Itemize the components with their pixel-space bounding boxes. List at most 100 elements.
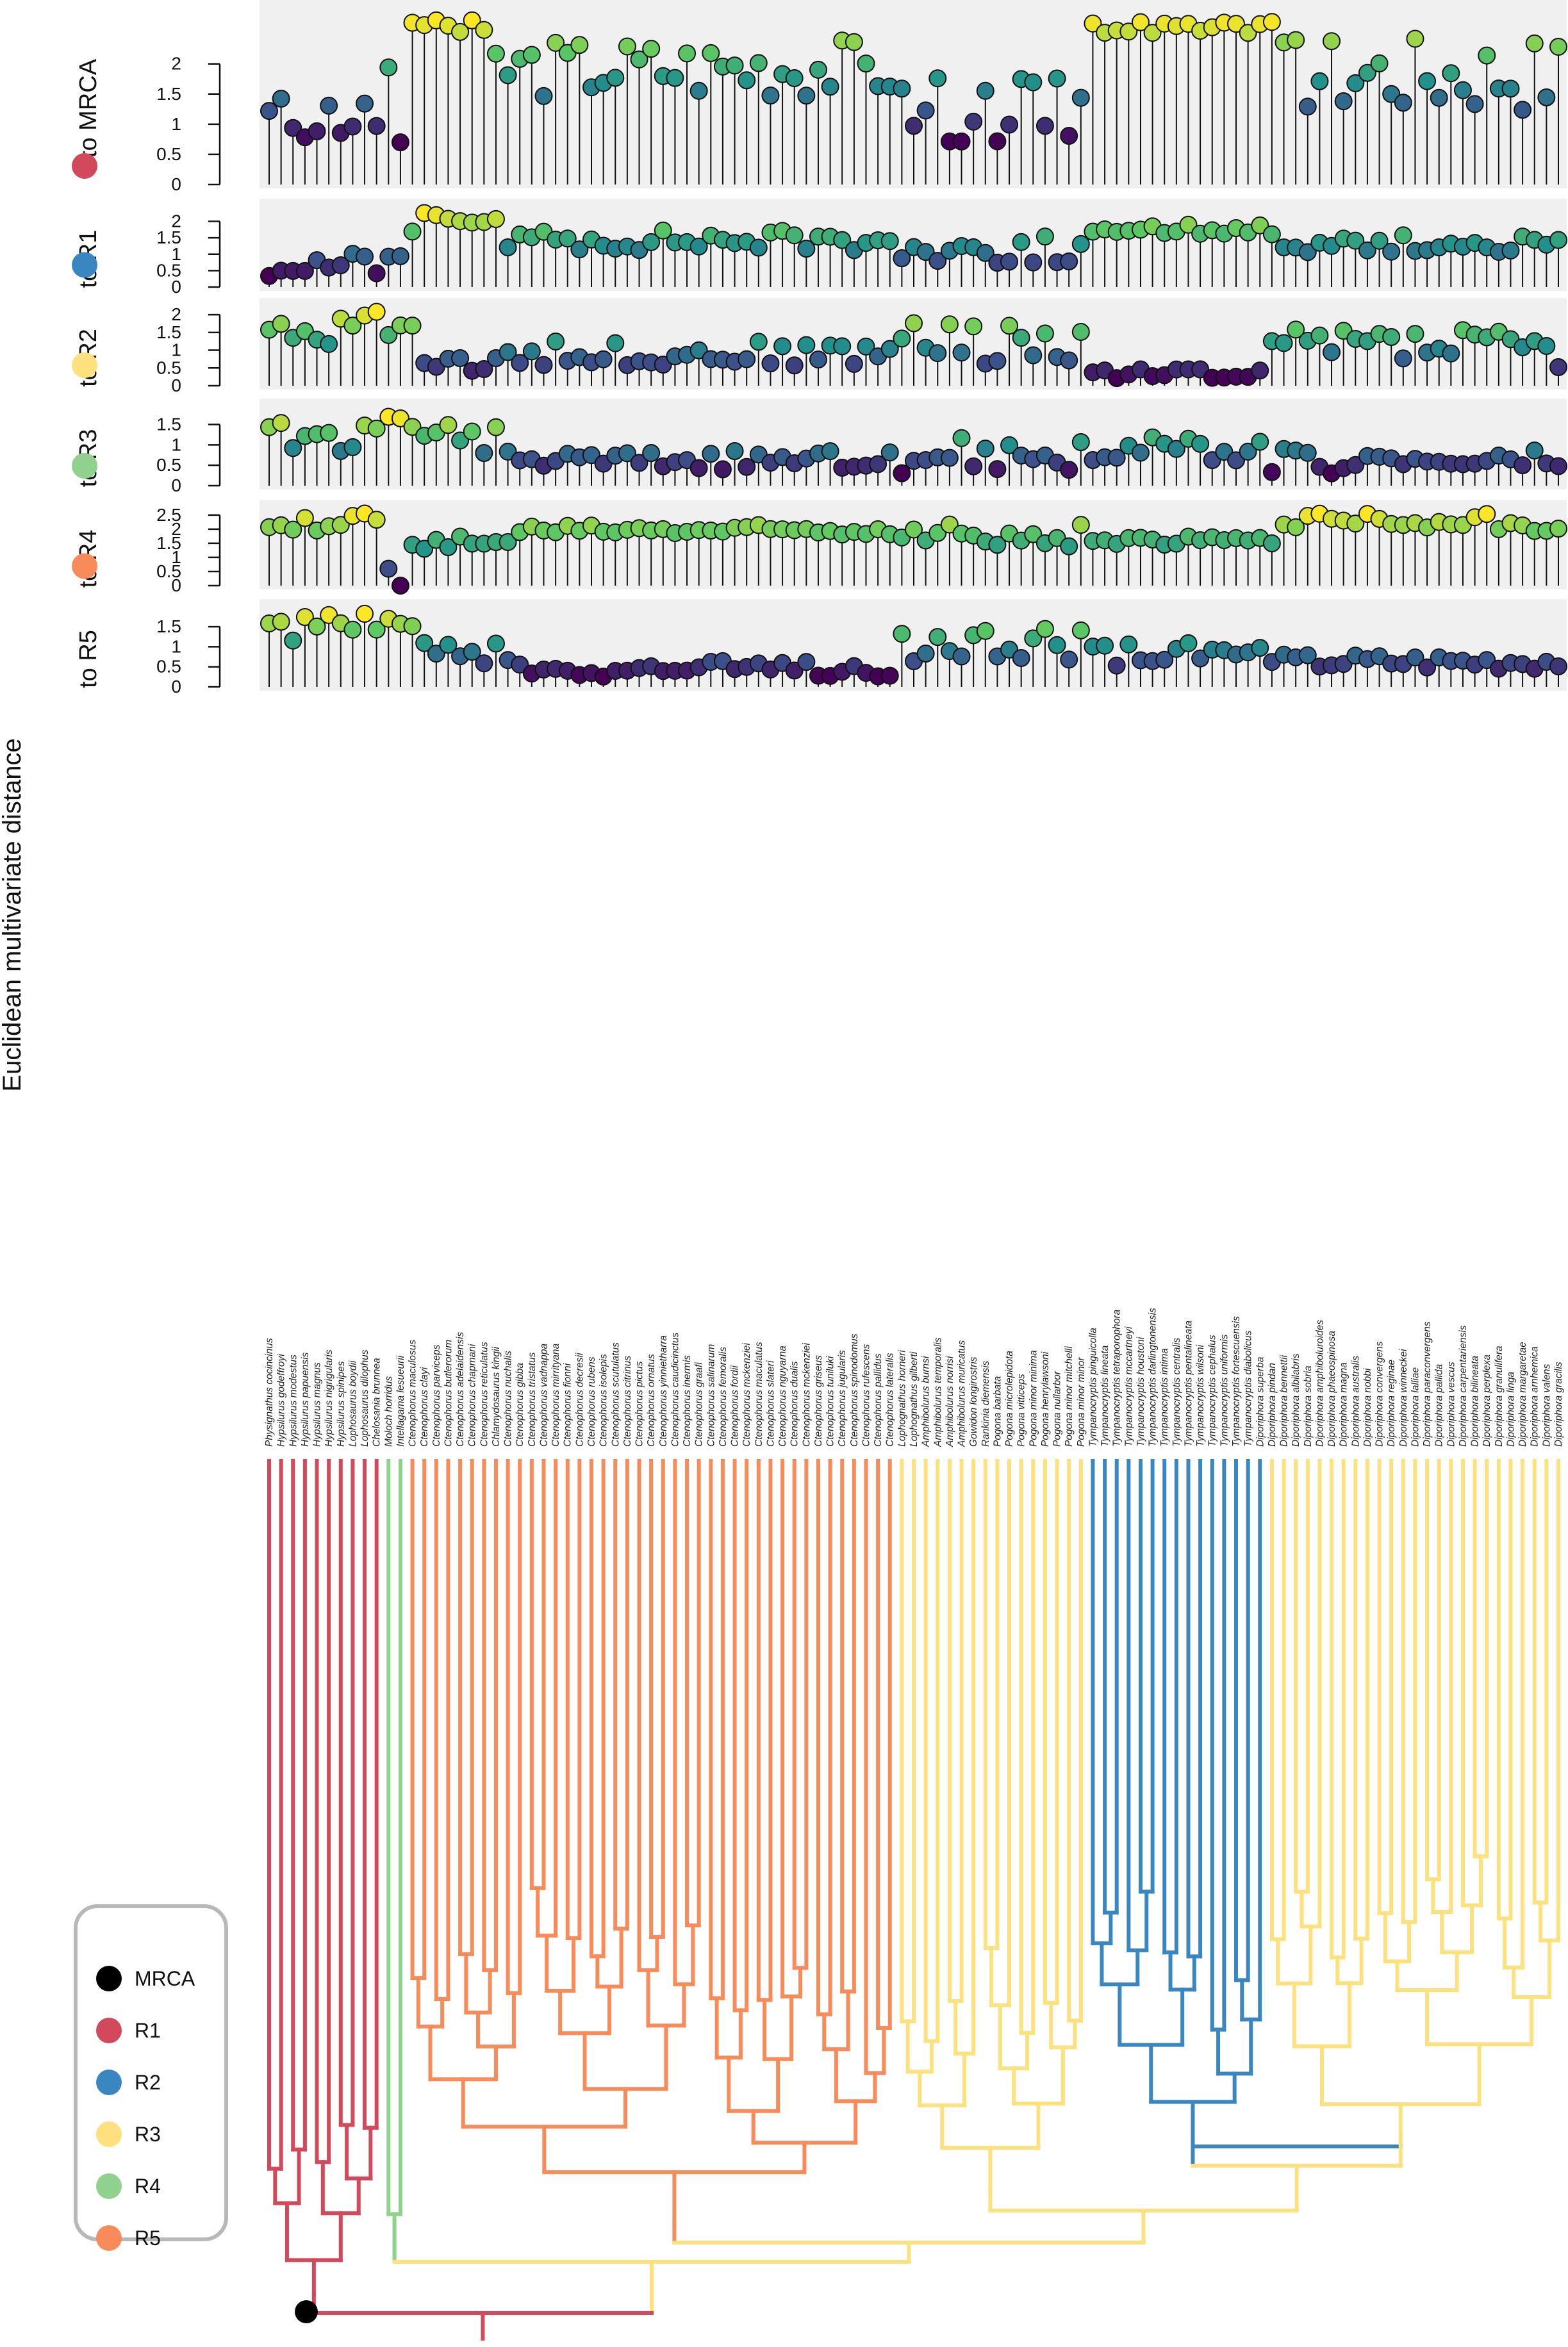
lollipop-point bbox=[618, 37, 636, 56]
lollipop-point bbox=[1179, 634, 1198, 652]
lollipop-point bbox=[367, 419, 386, 438]
lollipop-point bbox=[499, 238, 517, 257]
lollipop-point bbox=[1048, 636, 1066, 654]
taxon-label: Ctenophorus reticulatus bbox=[479, 1342, 490, 1447]
lollipop-point bbox=[367, 264, 386, 283]
lollipop-point bbox=[1227, 451, 1245, 470]
lollipop-point bbox=[379, 559, 398, 578]
y-tick-label: 0.5 bbox=[156, 455, 181, 475]
lollipop-point bbox=[976, 440, 994, 458]
lollipop-point bbox=[594, 350, 613, 368]
lollipop-point bbox=[1155, 650, 1174, 669]
lollipop-point bbox=[522, 45, 541, 64]
lollipop-point bbox=[797, 653, 816, 671]
lollipop-point bbox=[916, 243, 935, 261]
y-tick-label: 1 bbox=[171, 434, 181, 454]
lollipop-point bbox=[463, 11, 481, 29]
taxon-label: Hypsilurus magnus bbox=[312, 1362, 323, 1447]
lollipop-point bbox=[857, 337, 875, 356]
lollipop-point bbox=[1024, 346, 1043, 365]
lollipop-point bbox=[905, 520, 923, 539]
lollipop-point bbox=[1382, 242, 1401, 261]
lollipop-point bbox=[1060, 252, 1078, 270]
panel-5: 00.511.522.5to R4 bbox=[72, 453, 1567, 595]
lollipop-point bbox=[952, 429, 971, 447]
legend-swatch bbox=[96, 2070, 122, 2095]
panel-legend-dot bbox=[72, 453, 97, 479]
lollipop-point bbox=[391, 133, 409, 152]
lollipop-point bbox=[642, 233, 661, 251]
lollipop-point bbox=[1549, 657, 1567, 675]
lollipop-point bbox=[1262, 225, 1281, 243]
lollipop-point bbox=[1060, 127, 1078, 145]
lollipop-point bbox=[558, 229, 577, 248]
lollipop-point bbox=[1000, 252, 1019, 271]
lollipop-point bbox=[606, 69, 625, 87]
y-tick-label: 0 bbox=[171, 375, 181, 395]
lollipop-point bbox=[678, 44, 697, 63]
legend-swatch bbox=[96, 1966, 122, 1991]
lollipop-point bbox=[952, 132, 971, 151]
lollipop-point bbox=[1310, 72, 1329, 90]
legend-swatch bbox=[96, 2018, 122, 2043]
lollipop-point bbox=[952, 647, 971, 666]
lollipop-point bbox=[1406, 29, 1424, 48]
taxon-label: Diporiphora pallida bbox=[1434, 1363, 1445, 1447]
taxon-label: Tympanocryptis wilsoni bbox=[1195, 1344, 1206, 1447]
taxon-label: Ctenophorus tuniluki bbox=[825, 1356, 836, 1447]
lollipop-point bbox=[1430, 88, 1448, 107]
lollipop-point bbox=[1549, 37, 1567, 56]
lollipop-point bbox=[439, 416, 458, 434]
y-tick-label: 1 bbox=[171, 114, 181, 134]
taxon-label: Diporiphora vescus bbox=[1446, 1362, 1457, 1447]
lollipop-point bbox=[1024, 253, 1043, 272]
taxon-label: Ctenophorus mckenziei bbox=[801, 1342, 812, 1447]
y-tick-label: 1 bbox=[171, 636, 181, 656]
taxon-label: Ctenophorus fordii bbox=[730, 1365, 741, 1447]
lollipop-point bbox=[1275, 334, 1293, 352]
y-tick-label: 0 bbox=[171, 677, 181, 696]
taxon-label: Diporiphora magna bbox=[1339, 1362, 1349, 1447]
lollipop-point bbox=[367, 511, 386, 529]
lollipop-point bbox=[1442, 344, 1460, 363]
lollipop-point bbox=[833, 337, 852, 356]
lollipop-point bbox=[1071, 88, 1090, 107]
y-tick-label: 0 bbox=[171, 277, 181, 297]
lollipop-point bbox=[403, 222, 422, 241]
lollipop-point bbox=[415, 634, 434, 652]
lollipop-point bbox=[1298, 243, 1317, 261]
taxon-label: Pogona minor minor bbox=[1076, 1357, 1087, 1447]
lollipop-point bbox=[845, 354, 863, 373]
y-tick-label: 0 bbox=[171, 174, 181, 194]
lollipop-point bbox=[880, 232, 899, 251]
taxon-label: Diporiphora carpentariensis bbox=[1458, 1325, 1469, 1447]
lollipop-point bbox=[928, 69, 947, 88]
taxon-label: Lophosaurus dilophus bbox=[359, 1349, 370, 1447]
lollipop-point bbox=[1549, 520, 1567, 538]
taxon-label: Ctenophorus scutulatus bbox=[610, 1342, 621, 1447]
taxon-label: Intellagama lesueurii bbox=[395, 1355, 406, 1447]
taxon-label: Hypsilurus godeffroyi bbox=[276, 1354, 287, 1447]
taxon-label: Diporiphora granulifera bbox=[1494, 1346, 1505, 1447]
lollipop-point bbox=[1418, 658, 1437, 677]
taxon-label: Tympanocryptis fortescuensis bbox=[1231, 1316, 1242, 1447]
lollipop-point bbox=[356, 247, 374, 266]
lollipop-point bbox=[522, 342, 541, 361]
lollipop-point bbox=[738, 457, 756, 476]
taxon-label: Diporiphora pindan bbox=[1267, 1363, 1278, 1447]
lollipop-point bbox=[1227, 15, 1245, 33]
lollipop-point bbox=[403, 617, 422, 636]
lollipop-point bbox=[893, 249, 911, 268]
lollipop-point bbox=[439, 538, 458, 557]
taxon-label: Ctenophorus yinnietharra bbox=[658, 1335, 669, 1447]
lollipop-point bbox=[1107, 449, 1126, 467]
taxon-label: Ctenophorus pictus bbox=[634, 1361, 645, 1447]
lollipop-point bbox=[1167, 440, 1185, 458]
taxon-label: Pogona vitticeps bbox=[1016, 1374, 1027, 1447]
lollipop-point bbox=[343, 620, 362, 639]
lollipop-point bbox=[272, 414, 290, 432]
lollipop-point bbox=[475, 21, 493, 39]
taxon-label: Diporiphora arnhemica bbox=[1530, 1346, 1540, 1447]
y-tick-label: 1 bbox=[171, 547, 181, 567]
lollipop-point bbox=[1382, 85, 1401, 103]
